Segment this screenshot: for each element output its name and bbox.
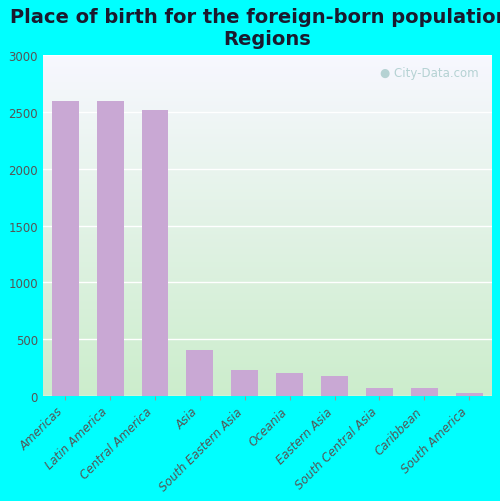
Bar <box>186 351 214 396</box>
Title: Place of birth for the foreign-born population -
Regions: Place of birth for the foreign-born popu… <box>10 9 500 49</box>
Bar <box>456 393 482 396</box>
Bar <box>142 111 169 396</box>
Bar <box>366 388 393 396</box>
Bar <box>96 102 124 396</box>
Bar <box>321 377 348 396</box>
Bar <box>52 102 78 396</box>
Bar <box>276 374 303 396</box>
Text: ● City-Data.com: ● City-Data.com <box>380 67 478 80</box>
Bar <box>411 388 438 396</box>
Bar <box>232 370 258 396</box>
